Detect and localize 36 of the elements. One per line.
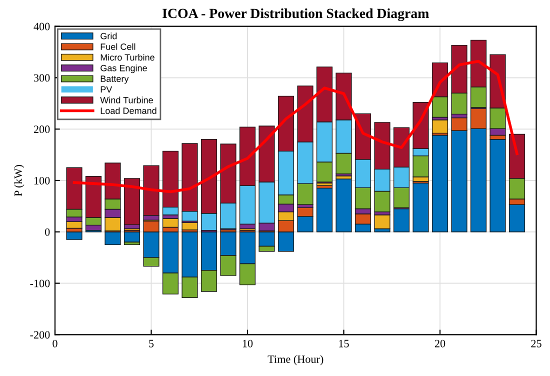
x-axis-title: Time (Hour) <box>268 355 324 366</box>
y-tick-label: 300 <box>34 74 50 82</box>
y-tick-label: 100 <box>34 176 50 184</box>
bar <box>490 139 506 232</box>
y-tick-label: 0 <box>45 228 50 236</box>
x-tick-label: 20 <box>434 340 446 348</box>
y-axis-title: P (kW) <box>14 164 24 196</box>
x-tick-label: 10 <box>242 340 253 348</box>
legend-label: Gas Engine <box>100 64 147 74</box>
bar <box>432 119 448 134</box>
bar <box>374 214 390 230</box>
y-tick-label: -200 <box>30 331 50 339</box>
bar <box>66 232 82 240</box>
legend-label: Grid <box>100 32 117 40</box>
line-series <box>72 60 518 194</box>
x-tick-label: 5 <box>149 340 154 348</box>
legend-label: Load Demand <box>100 107 156 114</box>
x-tick-label: 15 <box>339 340 349 348</box>
chart-title: ICOA - Power Distribution Stacked Diagram <box>162 8 429 22</box>
bar <box>124 232 140 242</box>
bar <box>316 188 333 232</box>
bar <box>336 178 352 232</box>
legend-label: PV <box>100 86 112 93</box>
legend-label: Fuel Cell <box>100 43 136 50</box>
bar <box>162 218 179 228</box>
x-tick-label: 25 <box>531 340 542 348</box>
y-tick-label: 200 <box>34 126 50 134</box>
legend-label: Wind Turbine <box>100 96 153 104</box>
legend-label: Battery <box>100 76 129 84</box>
bar <box>66 221 82 229</box>
y-tick-label: -100 <box>30 280 50 288</box>
y-tick-label: 400 <box>34 22 50 30</box>
bar <box>432 134 448 232</box>
bar <box>124 178 140 226</box>
legend-label: Micro Turbine <box>100 54 154 61</box>
x-tick-label: 0 <box>52 340 58 348</box>
